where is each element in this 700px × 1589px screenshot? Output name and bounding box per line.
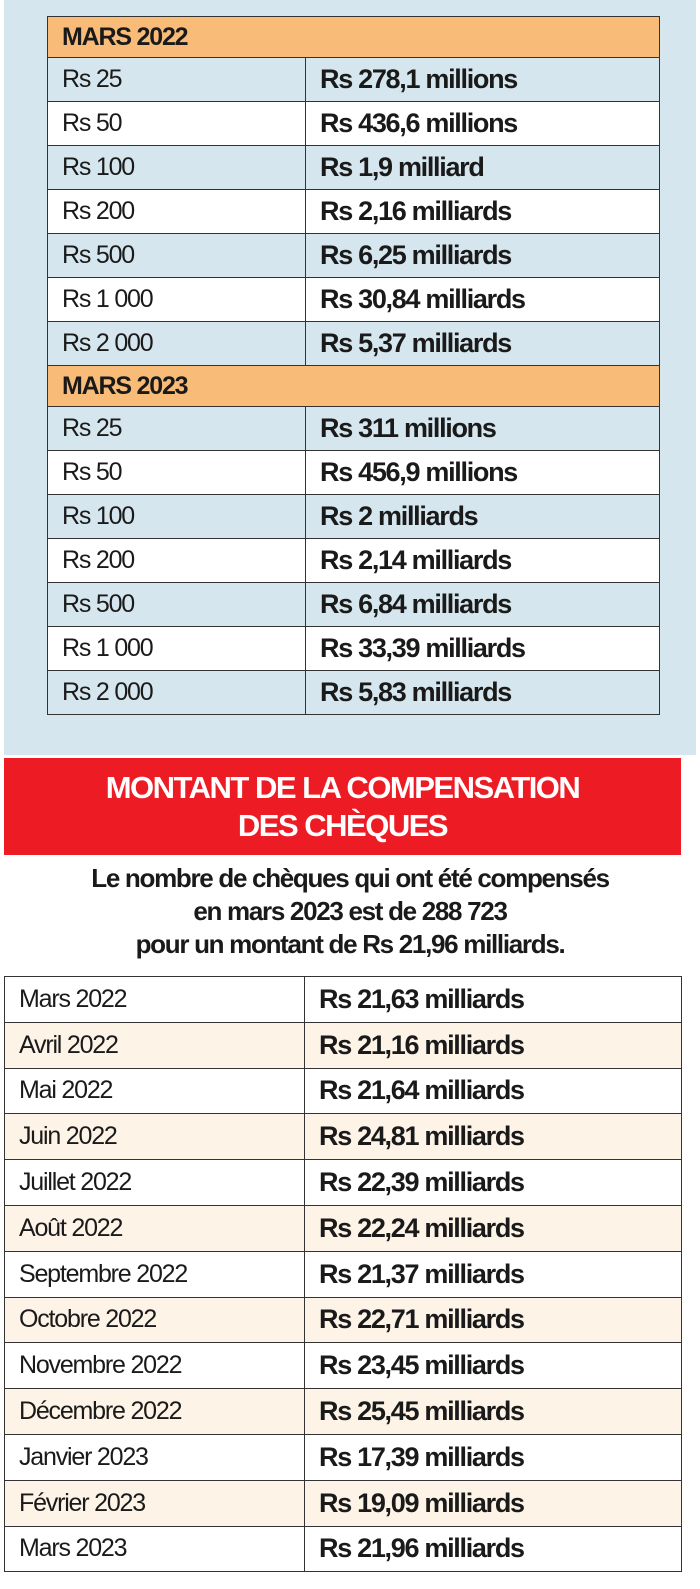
table-row: Mai 2022 Rs 21,64 milliards: [4, 1067, 682, 1115]
amount-cell: Rs 22,71 milliards: [304, 1296, 682, 1344]
table-row: Rs 25 Rs 278,1 millions: [47, 57, 660, 102]
month-cell: Juillet 2022: [4, 1159, 305, 1206]
section-header-row: MARS 2023: [47, 365, 660, 407]
table-row: Rs 100 Rs 2 milliards: [47, 494, 660, 539]
amount-cell: Rs 21,37 milliards: [304, 1250, 682, 1298]
amount-cell: Rs 2,14 milliards: [305, 538, 660, 583]
amount-cell: Rs 6,84 milliards: [305, 582, 660, 627]
table-row: Août 2022 Rs 22,24 milliards: [4, 1204, 682, 1252]
table-row: Rs 500 Rs 6,84 milliards: [47, 582, 660, 627]
table-row: Rs 1 000 Rs 30,84 milliards: [47, 277, 660, 322]
table-row: Avril 2022 Rs 21,16 milliards: [4, 1021, 682, 1069]
month-cell: Mars 2023: [4, 1525, 305, 1573]
table-row: Rs 50 Rs 436,6 millions: [47, 101, 660, 146]
table-row: Rs 500 Rs 6,25 milliards: [47, 233, 660, 278]
summary-line: pour un montant de Rs 21,96 milliards.: [135, 929, 566, 959]
amount-cell: Rs 23,45 milliards: [304, 1342, 682, 1390]
amount-cell: Rs 5,83 milliards: [305, 670, 660, 715]
amount-cell: Rs 2 milliards: [305, 494, 660, 539]
table-row: Rs 25 Rs 311 millions: [47, 406, 660, 451]
table-row: Mars 2023 Rs 21,96 milliards: [4, 1525, 682, 1573]
banner-title-line2: DES CHÈQUES: [237, 807, 449, 843]
amount-cell: Rs 5,37 milliards: [305, 321, 660, 366]
banner-title-line1: MONTANT DE LA COMPENSATION: [105, 769, 581, 805]
denomination-cell: Rs 500: [47, 582, 306, 627]
amount-cell: Rs 21,64 milliards: [304, 1067, 682, 1115]
denomination-cell: Rs 200: [47, 189, 306, 234]
table-row: Rs 200 Rs 2,14 milliards: [47, 538, 660, 583]
month-cell: Mai 2022: [4, 1067, 305, 1115]
table-row: Janvier 2023 Rs 17,39 milliards: [4, 1433, 682, 1481]
month-cell: Juin 2022: [4, 1113, 305, 1161]
amount-cell: Rs 6,25 milliards: [305, 233, 660, 278]
cheques-table: Mars 2022 Rs 21,63 milliards Avril 2022 Rs …: [4, 976, 682, 1573]
amount-cell: Rs 21,96 milliards: [304, 1525, 682, 1573]
table-row: Novembre 2022 Rs 23,45 milliards: [4, 1342, 682, 1390]
denomination-cell: Rs 50: [47, 101, 306, 146]
denomination-cell: Rs 1 000: [47, 626, 306, 671]
amount-cell: Rs 33,39 milliards: [305, 626, 660, 671]
month-cell: Mars 2022: [4, 976, 305, 1023]
table-row: Février 2023 Rs 19,09 milliards: [4, 1479, 682, 1527]
denomination-cell: Rs 25: [47, 57, 306, 102]
month-cell: Octobre 2022: [4, 1296, 305, 1344]
section-title: MARS 2023: [47, 365, 660, 407]
month-cell: Janvier 2023: [4, 1433, 305, 1481]
table-row: Rs 50 Rs 456,9 millions: [47, 450, 660, 495]
amount-cell: Rs 456,9 millions: [305, 450, 660, 495]
denomination-cell: Rs 100: [47, 494, 306, 539]
table-row: Décembre 2022 Rs 25,45 milliards: [4, 1388, 682, 1435]
section-header-row: MARS 2022: [47, 16, 660, 58]
month-cell: Avril 2022: [4, 1021, 305, 1069]
table-row: Septembre 2022 Rs 21,37 milliards: [4, 1250, 682, 1298]
table-row: Octobre 2022 Rs 22,71 milliards: [4, 1296, 682, 1344]
denomination-cell: Rs 500: [47, 233, 306, 278]
table-row: Rs 100 Rs 1,9 milliard: [47, 145, 660, 190]
table-row: Mars 2022 Rs 21,63 milliards: [4, 976, 682, 1023]
denominations-table: MARS 2022 Rs 25 Rs 278,1 millions Rs 50 Rs 4…: [47, 16, 660, 715]
month-cell: Août 2022: [4, 1204, 305, 1252]
table-row: Rs 2 000 Rs 5,37 milliards: [47, 321, 660, 366]
table-row: Juillet 2022 Rs 22,39 milliards: [4, 1159, 682, 1206]
amount-cell: Rs 25,45 milliards: [304, 1388, 682, 1435]
amount-cell: Rs 19,09 milliards: [304, 1479, 682, 1527]
table-row: Rs 1 000 Rs 33,39 milliards: [47, 626, 660, 671]
table-row: Rs 200 Rs 2,16 milliards: [47, 189, 660, 234]
denomination-cell: Rs 25: [47, 406, 306, 451]
amount-cell: Rs 1,9 milliard: [305, 145, 660, 190]
amount-cell: Rs 30,84 milliards: [305, 277, 660, 322]
denomination-cell: Rs 200: [47, 538, 306, 583]
amount-cell: Rs 24,81 milliards: [304, 1113, 682, 1161]
section-title: MARS 2022: [47, 16, 660, 58]
denomination-cell: Rs 100: [47, 145, 306, 190]
summary-line: en mars 2023 est de 288 723: [193, 896, 508, 926]
amount-cell: Rs 21,63 milliards: [304, 976, 682, 1023]
month-cell: Septembre 2022: [4, 1250, 305, 1298]
amount-cell: Rs 311 millions: [305, 406, 660, 451]
amount-cell: Rs 2,16 milliards: [305, 189, 660, 234]
denomination-cell: Rs 50: [47, 450, 306, 495]
month-cell: Février 2023: [4, 1479, 305, 1527]
cheques-banner: MONTANT DE LA COMPENSATION DES CHÈQUES: [4, 758, 681, 855]
denomination-cell: Rs 2 000: [47, 670, 306, 715]
month-cell: Novembre 2022: [4, 1342, 305, 1390]
amount-cell: Rs 436,6 millions: [305, 101, 660, 146]
amount-cell: Rs 17,39 milliards: [304, 1433, 682, 1481]
denomination-cell: Rs 1 000: [47, 277, 306, 322]
amount-cell: Rs 22,39 milliards: [304, 1159, 682, 1206]
month-cell: Décembre 2022: [4, 1388, 305, 1435]
cheques-summary: Le nombre de chèques qui ont été compens…: [4, 862, 696, 961]
table-row: Juin 2022 Rs 24,81 milliards: [4, 1113, 682, 1161]
summary-line: Le nombre de chèques qui ont été compens…: [91, 863, 610, 893]
denomination-cell: Rs 2 000: [47, 321, 306, 366]
amount-cell: Rs 278,1 millions: [305, 57, 660, 102]
table-row: Rs 2 000 Rs 5,83 milliards: [47, 670, 660, 715]
amount-cell: Rs 22,24 milliards: [304, 1204, 682, 1252]
amount-cell: Rs 21,16 milliards: [304, 1021, 682, 1069]
